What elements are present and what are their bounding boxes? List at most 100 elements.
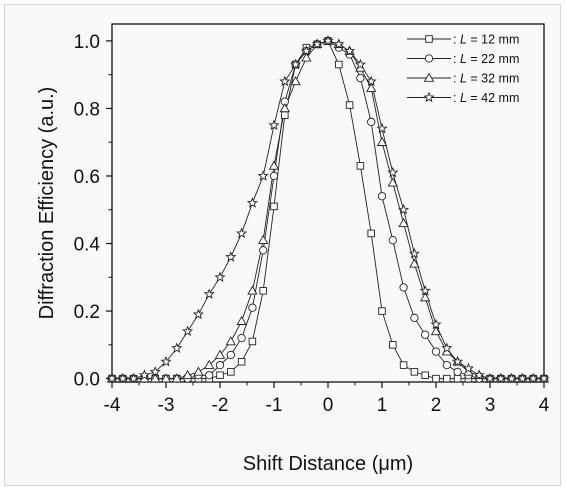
data-point-star — [495, 372, 507, 384]
axes: -4 -3 -2 -1 0 1 2 3 4 0.0 0.2 0.4 0.6 0.8 1.0 — [74, 32, 550, 416]
x-tick-label: 0 — [323, 395, 334, 416]
data-point-star — [149, 366, 161, 377]
data-point-star — [538, 372, 550, 384]
data-point-circle — [259, 246, 268, 255]
data-point-circle — [226, 350, 235, 360]
data-point-star — [106, 372, 118, 384]
data-point-star — [516, 372, 528, 384]
data-point-star — [408, 247, 420, 259]
data-point-circle — [388, 236, 397, 245]
data-point-star — [182, 325, 194, 337]
data-point-star — [387, 166, 399, 178]
data-point-circle — [205, 371, 214, 380]
data-point-square — [335, 60, 343, 69]
data-point-star — [128, 372, 140, 384]
data-point-circle — [442, 360, 451, 370]
x-tick-label: 4 — [539, 395, 550, 416]
data-point-triangle — [204, 359, 215, 369]
data-point-star — [257, 170, 269, 181]
data-point-triangle — [193, 366, 204, 376]
y-tick-label: 0.0 — [74, 370, 100, 391]
data-point-square — [270, 202, 278, 211]
y-tick-label: 1.0 — [74, 32, 100, 53]
data-point-square — [378, 307, 386, 315]
x-tick-label: 2 — [431, 395, 442, 416]
data-point-square — [259, 287, 267, 295]
data-point-triangle — [420, 292, 431, 302]
legend-label-prefix: : — [453, 52, 460, 66]
data-point-triangle — [387, 177, 398, 187]
legend-marker-circle — [424, 54, 434, 63]
data-point-triangle — [225, 336, 236, 346]
data-point-star — [311, 38, 323, 49]
data-point-circle — [269, 171, 279, 181]
legend-marker-triangle — [423, 72, 435, 82]
data-point-star — [138, 369, 150, 380]
data-point-circle — [356, 73, 365, 83]
legend-marker-star — [423, 91, 435, 103]
y-tick-label: 0.6 — [74, 167, 100, 188]
data-point-triangle — [214, 349, 226, 359]
data-point-star — [246, 197, 258, 208]
legend-label: : L = 12 mm — [453, 33, 519, 47]
x-tick-label: -4 — [104, 395, 121, 416]
data-point-triangle — [290, 76, 301, 86]
data-point-star — [322, 35, 334, 46]
data-point-circle — [421, 330, 430, 339]
legend-label-prefix: : — [453, 33, 460, 47]
y-tick-label: 0.4 — [74, 235, 101, 256]
data-point-star — [365, 75, 377, 87]
data-point-star — [333, 38, 345, 49]
data-point-star — [344, 45, 356, 56]
data-point-square — [443, 374, 451, 383]
data-point-triangle — [268, 160, 280, 170]
data-point-star — [462, 362, 474, 374]
legend-label: : L = 32 mm — [453, 72, 519, 86]
data-point-square — [389, 341, 397, 349]
legend-label-variable: L — [460, 52, 467, 66]
y-tick-label: 0.8 — [74, 99, 100, 120]
legend-label-value: = 42 mm — [467, 91, 519, 105]
data-point-star — [268, 119, 280, 131]
data-point-square — [237, 357, 246, 366]
legend-label: : L = 42 mm — [453, 91, 519, 105]
data-point-square — [281, 111, 289, 119]
data-point-square — [421, 371, 429, 379]
legend-label-value: = 22 mm — [467, 52, 519, 66]
data-point-square — [356, 162, 365, 170]
data-point-star — [376, 122, 388, 134]
data-point-triangle — [258, 234, 269, 244]
data-point-star — [473, 369, 485, 380]
data-point-circle — [453, 367, 462, 377]
x-tick-label: 1 — [377, 395, 388, 416]
data-point-circle — [431, 347, 441, 356]
data-point-circle — [248, 303, 257, 312]
data-point-triangle — [279, 103, 290, 113]
data-point-triangle — [430, 326, 442, 336]
data-point-star — [279, 75, 291, 87]
data-point-triangle — [236, 315, 247, 325]
data-point-triangle — [366, 82, 377, 92]
data-point-square — [453, 374, 462, 383]
legend-label-variable: L — [460, 72, 467, 86]
legend-label-variable: L — [460, 33, 467, 47]
data-point-triangle — [182, 369, 193, 379]
data-point-square — [248, 337, 257, 346]
data-point-star — [527, 372, 539, 384]
data-point-square — [399, 361, 408, 369]
data-point-circle — [377, 192, 387, 201]
data-point-star — [203, 288, 215, 299]
y-axis-label: Diffraction Efficiency (a.u.) — [36, 87, 58, 320]
data-point-circle — [237, 333, 246, 343]
x-tick-label: 3 — [485, 395, 496, 416]
data-point-triangle — [150, 373, 161, 383]
data-point-triangle — [376, 136, 388, 146]
data-point-star — [192, 308, 204, 320]
data-point-triangle — [171, 373, 182, 383]
x-tick-label: -2 — [212, 395, 229, 416]
data-point-star — [117, 372, 129, 384]
legend-marker-square — [425, 35, 433, 43]
data-point-star — [419, 284, 431, 296]
data-point-star — [225, 251, 237, 262]
